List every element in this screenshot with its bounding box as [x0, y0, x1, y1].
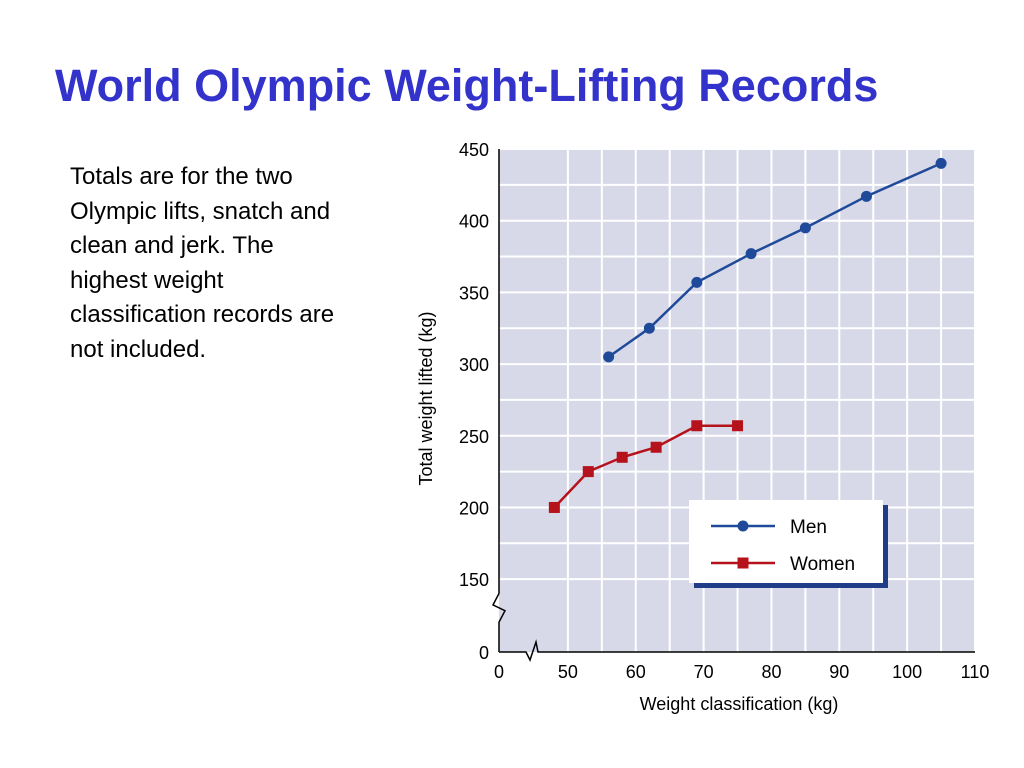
x-axis-line	[499, 639, 975, 662]
men-data-point	[799, 222, 811, 234]
x-axis-title: Weight classification (kg)	[640, 694, 839, 714]
women-data-point	[650, 441, 662, 453]
men-data-point	[643, 322, 655, 334]
y-tick-label: 150	[459, 570, 489, 590]
note-line: classification records are	[70, 301, 335, 328]
axes	[491, 149, 975, 662]
y-tick-label: 400	[459, 212, 489, 232]
y-tick-label: 350	[459, 283, 489, 303]
note-line: not included.	[70, 335, 207, 363]
slide-title: World Olympic Weight-Lifting Records	[55, 60, 879, 111]
women-data-point	[548, 501, 560, 513]
x-tick-label: 110	[961, 662, 990, 682]
y-tick-label: 450	[459, 140, 489, 160]
women-data-point	[616, 451, 628, 463]
women-data-point	[691, 420, 703, 432]
x-tick-label: 70	[694, 662, 714, 682]
y-tick-label: 250	[459, 427, 489, 447]
y-axis-break	[491, 593, 507, 652]
y-tick-label: 200	[459, 498, 489, 518]
y-axis-title: Total weight lifted (kg)	[416, 311, 436, 485]
men-data-point	[603, 351, 615, 363]
x-tick-label: 80	[761, 662, 781, 682]
note-line: highest weight	[70, 266, 224, 294]
side-note: Totals are for the two Olympic lifts, sn…	[70, 160, 400, 367]
women-series-line	[553, 424, 738, 509]
x-tick-label: 50	[558, 662, 578, 682]
legend-men-label: Men	[790, 517, 827, 538]
x-tick-label: 0	[494, 662, 504, 682]
women-data-point	[732, 420, 744, 432]
men-data-point	[860, 190, 872, 202]
y-tick-label: 300	[459, 355, 489, 375]
series-layer	[548, 157, 947, 513]
note-line: clean and jerk. The	[70, 232, 274, 259]
tick-labels: 0 50 60 70 80 90 100 110 0 150 200 250 300 350 400 450	[459, 140, 989, 682]
note-line: Olympic lifts, snatch and	[70, 197, 331, 225]
x-tick-label: 60	[626, 662, 646, 682]
men-data-point	[691, 276, 703, 288]
legend-women-label: Women	[790, 554, 855, 575]
women-data-point	[582, 466, 594, 478]
note-line: Totals are for the two	[70, 163, 293, 190]
legend-box	[689, 500, 883, 583]
y-tick-label: 0	[479, 643, 489, 663]
men-data-point	[745, 248, 757, 260]
men-data-point	[935, 157, 947, 169]
x-tick-label: 100	[892, 662, 922, 682]
legend: Men Women	[689, 500, 888, 588]
legend-men-marker	[737, 520, 749, 532]
x-tick-label: 90	[829, 662, 849, 682]
legend-women-marker	[737, 557, 749, 569]
